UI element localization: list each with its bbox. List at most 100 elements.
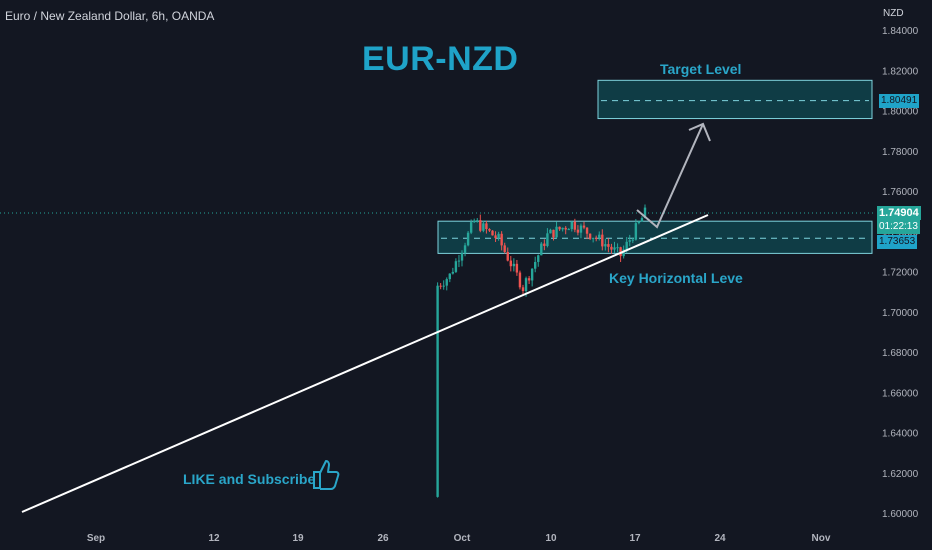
candle-body bbox=[582, 225, 586, 228]
y-tick-label: 1.80000 bbox=[882, 107, 919, 118]
candle-body bbox=[482, 223, 485, 231]
x-tick-label: Sep bbox=[87, 533, 105, 544]
candle-body bbox=[460, 252, 464, 261]
candle-body bbox=[540, 243, 543, 256]
candles-layer bbox=[436, 204, 647, 498]
candle-body bbox=[503, 245, 506, 252]
target-price-tag: 1.80491 bbox=[879, 94, 920, 108]
candle-body bbox=[616, 247, 619, 249]
like-subscribe-text: LIKE and Subscribe bbox=[183, 471, 316, 487]
y-tick-label: 1.64000 bbox=[882, 429, 919, 440]
candle-body bbox=[488, 229, 491, 231]
candle-body bbox=[637, 221, 641, 224]
candle-body bbox=[500, 233, 503, 246]
candle-body bbox=[588, 233, 592, 239]
y-tick-label: 1.82000 bbox=[882, 66, 919, 77]
candle-body bbox=[466, 232, 470, 246]
candle-body bbox=[476, 220, 479, 222]
candle-body bbox=[555, 226, 558, 238]
candle-body bbox=[527, 278, 531, 281]
y-tick-label: 1.84000 bbox=[882, 26, 919, 37]
x-tick-label: 26 bbox=[377, 533, 389, 544]
y-tick-label: 1.66000 bbox=[882, 388, 919, 399]
candle-body bbox=[479, 220, 482, 231]
candle-body bbox=[585, 227, 589, 234]
key-price-tag: 1.73653 bbox=[877, 235, 918, 249]
candle-body bbox=[613, 247, 616, 250]
price-axis[interactable]: 1.60000 1.62000 1.64000 1.66000 1.68000 1.700… bbox=[882, 26, 919, 520]
arrow-head bbox=[688, 122, 711, 142]
candle-body bbox=[546, 233, 549, 246]
candle-body bbox=[515, 263, 519, 273]
candle-body bbox=[561, 227, 564, 230]
candle-body bbox=[469, 222, 473, 233]
candle-body bbox=[445, 279, 448, 286]
candle-body bbox=[530, 268, 534, 281]
candle-body bbox=[607, 244, 610, 247]
y-tick-label: 1.60000 bbox=[882, 509, 919, 520]
candle-body bbox=[591, 237, 595, 239]
candle-body bbox=[451, 271, 455, 274]
x-tick-label: 19 bbox=[292, 533, 304, 544]
candle-body bbox=[494, 235, 497, 239]
time-axis[interactable]: Sep 12 19 26 Oct 10 17 24 Nov bbox=[87, 533, 831, 544]
key-level-label: Key Horizontal Leve bbox=[609, 270, 743, 286]
chart-big-title: EUR-NZD bbox=[362, 40, 519, 78]
candle-body bbox=[497, 233, 500, 239]
candle-body bbox=[631, 239, 634, 241]
candle-body bbox=[512, 263, 516, 267]
candle-body bbox=[622, 249, 625, 257]
x-tick-label: Oct bbox=[454, 533, 471, 544]
candle-body bbox=[509, 260, 512, 267]
candle-body bbox=[534, 261, 537, 269]
candle-body bbox=[549, 229, 552, 234]
target-level-label: Target Level bbox=[660, 61, 742, 77]
x-tick-label: 24 bbox=[714, 533, 726, 544]
candle-body bbox=[491, 230, 494, 236]
candle-body bbox=[598, 234, 601, 239]
candle-body bbox=[457, 260, 461, 262]
candle-body bbox=[643, 207, 647, 219]
drawings-layer bbox=[21, 122, 711, 513]
candle-body bbox=[506, 251, 509, 261]
candle-body bbox=[573, 221, 577, 230]
candle-body bbox=[619, 247, 622, 257]
candle-body bbox=[454, 261, 458, 272]
candle-body bbox=[601, 234, 604, 247]
x-tick-label: Nov bbox=[812, 533, 831, 544]
trend-line[interactable] bbox=[21, 214, 709, 513]
x-tick-label: 17 bbox=[629, 533, 641, 544]
candle-body bbox=[610, 246, 613, 250]
bar-countdown-tag: 01:22:13 bbox=[877, 220, 920, 234]
y-tick-label: 1.68000 bbox=[882, 348, 919, 359]
candle-body bbox=[640, 218, 644, 222]
candle-body bbox=[439, 285, 442, 287]
projection-path[interactable] bbox=[636, 123, 704, 229]
last-price-tag: 1.74904 bbox=[877, 206, 921, 220]
y-tick-label: 1.78000 bbox=[882, 147, 919, 158]
candle-body bbox=[543, 243, 546, 246]
candle-body bbox=[518, 272, 522, 288]
candle-body bbox=[436, 285, 439, 497]
symbol-title[interactable]: Euro / New Zealand Dollar, 6h, OANDA bbox=[5, 9, 215, 23]
candle-body bbox=[576, 229, 580, 233]
candle-body bbox=[628, 240, 631, 242]
candle-body bbox=[579, 225, 583, 233]
axis-currency-label: NZD bbox=[883, 8, 904, 19]
candle-body bbox=[570, 221, 573, 230]
candle-body bbox=[537, 255, 540, 262]
candle-body bbox=[595, 237, 598, 239]
candle-body bbox=[558, 226, 561, 230]
x-tick-label: 12 bbox=[208, 533, 220, 544]
candle-body bbox=[625, 241, 628, 250]
candle-body bbox=[524, 278, 528, 292]
zone-box bbox=[597, 79, 873, 120]
candle-body bbox=[485, 223, 488, 230]
thumbs-up-icon bbox=[312, 458, 340, 495]
candle-body bbox=[604, 244, 607, 247]
candle-body bbox=[564, 227, 567, 230]
candle-body bbox=[448, 273, 451, 280]
candle-body bbox=[634, 223, 638, 240]
candle-body bbox=[567, 229, 570, 231]
